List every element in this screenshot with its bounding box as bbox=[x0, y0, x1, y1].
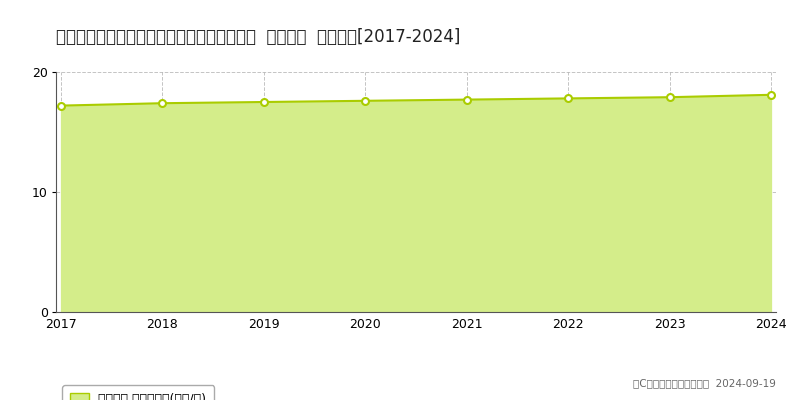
Text: 長野県塩尻市大字大門字桔梗ヶ原６９番１０  基準地価  地価推移[2017-2024]: 長野県塩尻市大字大門字桔梗ヶ原６９番１０ 基準地価 地価推移[2017-2024… bbox=[56, 28, 460, 46]
Legend: 基準地価 平均坪単価(万円/坪): 基準地価 平均坪単価(万円/坪) bbox=[62, 386, 214, 400]
Text: （C）土地価格ドットコム  2024-09-19: （C）土地価格ドットコム 2024-09-19 bbox=[633, 378, 776, 388]
